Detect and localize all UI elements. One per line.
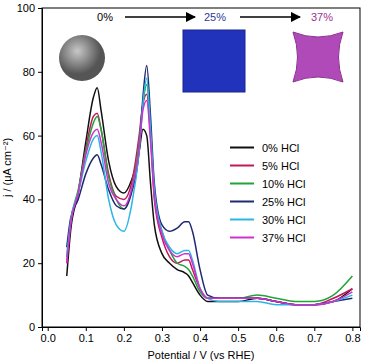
tick: 0.4: [193, 327, 208, 344]
tick-label: 0.0: [41, 332, 56, 344]
legend-label: 0% HCl: [262, 142, 299, 154]
tick-mark: [38, 263, 42, 264]
tick-mark: [162, 327, 163, 331]
legend-item: 0% HCl: [230, 142, 299, 154]
axis-line: [38, 9, 43, 328]
tick-label: 0.5: [231, 332, 246, 344]
arrow: [240, 16, 300, 18]
sphere-illustration: [59, 35, 105, 81]
tick: 40: [23, 193, 42, 205]
legend-item: 25% HCl: [230, 196, 305, 208]
tick-mark: [38, 327, 42, 328]
plot-frame: [42, 8, 360, 327]
concave-cube-illustration: [293, 32, 343, 82]
lines: [67, 65, 353, 304]
series-line: [67, 88, 353, 305]
annotation: 37%: [311, 11, 333, 23]
tick: 100: [17, 2, 42, 14]
tick-label: 100: [17, 2, 35, 14]
y-axis: 0 20 40 60 80 100: [17, 2, 43, 333]
tick-mark: [276, 327, 277, 331]
tick: 60: [23, 130, 42, 142]
tick-mark: [38, 8, 42, 9]
tick-label: 0: [29, 321, 35, 333]
tick-mark: [38, 136, 42, 137]
legend-item: 10% HCl: [230, 178, 305, 190]
plot: 0.00.10.20.30.40.50.60.70.80204060801000…: [17, 2, 361, 344]
tick: 0.8: [345, 327, 360, 344]
series-line: [67, 94, 353, 305]
tick-label: 0.6: [269, 332, 284, 344]
tick-label: 60: [23, 130, 35, 142]
tick-label: 0.4: [193, 332, 208, 344]
tick-mark: [86, 327, 87, 331]
axis-line: [43, 328, 361, 332]
legend-swatch: [230, 201, 254, 203]
x-axis-title: Potential / V (vs RHE): [148, 349, 255, 361]
tick-mark: [314, 327, 315, 331]
tick-label: 40: [23, 193, 35, 205]
legend-item: 30% HCl: [230, 214, 305, 226]
tick-label: 0.1: [79, 332, 94, 344]
tick-label: 80: [23, 66, 35, 78]
annotation: 0%: [97, 11, 113, 23]
legend-swatch: [230, 219, 254, 221]
legend-swatch: [230, 183, 254, 185]
legend: 0% HCl 5% HCl 10% HCl 25% HCl 30% HCl 37% HCl: [230, 142, 305, 244]
tick-mark: [38, 199, 42, 200]
annotation: 25%: [204, 11, 226, 23]
tick: 0.0: [41, 327, 56, 344]
tick-mark: [352, 327, 353, 331]
y-axis-title: j / (μA cm⁻²): [1, 138, 13, 198]
tick: 0.2: [117, 327, 132, 344]
legend-label: 25% HCl: [262, 196, 305, 208]
series-line: [67, 65, 353, 304]
tick-mark: [48, 327, 49, 331]
tick-label: 0.8: [345, 332, 360, 344]
tick: 20: [23, 257, 42, 269]
legend-item: 37% HCl: [230, 232, 305, 244]
tick: 0: [29, 321, 42, 333]
series-line: [67, 78, 353, 304]
tick-mark: [38, 72, 42, 73]
tick-label: 0.3: [155, 332, 170, 344]
arrow: [125, 16, 195, 18]
tick: 0.7: [307, 327, 322, 344]
legend-swatch: [230, 237, 254, 239]
legend-item: 5% HCl: [230, 160, 299, 172]
tick-label: 0.7: [307, 332, 322, 344]
annotations: 0% 25% 37%: [59, 11, 343, 92]
tick: 0.3: [155, 327, 170, 344]
tick: 80: [23, 66, 42, 78]
tick: 0.6: [269, 327, 284, 344]
legend-label: 10% HCl: [262, 178, 305, 190]
tick-mark: [200, 327, 201, 331]
legend-swatch: [230, 165, 254, 167]
tick-label: 20: [23, 257, 35, 269]
cube-illustration: [183, 30, 245, 92]
tick-label: 0.2: [117, 332, 132, 344]
chart: 0.00.10.20.30.40.50.60.70.80204060801000…: [0, 0, 391, 364]
tick: 0.5: [231, 327, 246, 344]
tick-mark: [124, 327, 125, 331]
tick-mark: [238, 327, 239, 331]
series-line: [67, 101, 353, 305]
tick: 0.1: [79, 327, 94, 344]
legend-label: 5% HCl: [262, 160, 299, 172]
legend-label: 37% HCl: [262, 232, 305, 244]
x-axis: 0.0 0.1 0.2 0.3 0.4 0.5 0.6 0.7 0.8: [41, 327, 361, 344]
legend-label: 30% HCl: [262, 214, 305, 226]
legend-swatch: [230, 147, 254, 149]
